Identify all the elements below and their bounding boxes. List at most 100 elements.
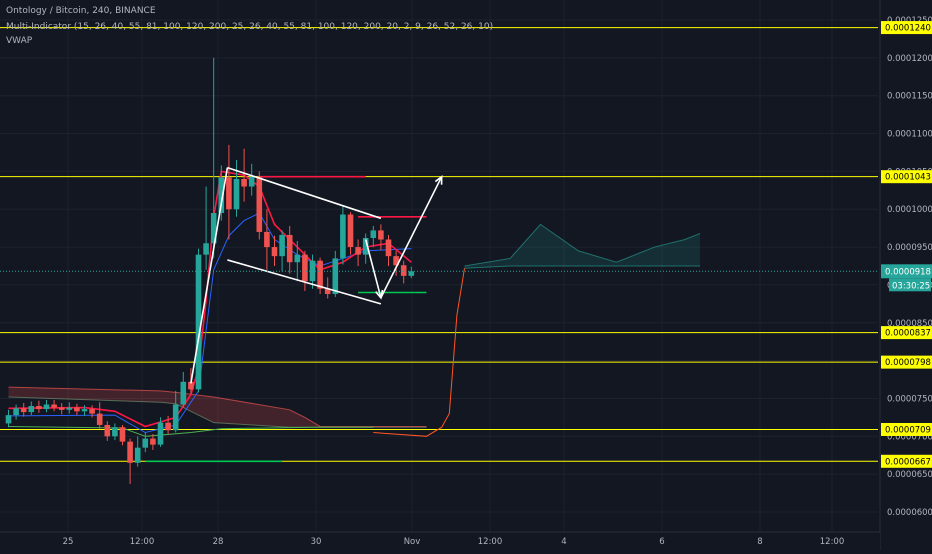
candle-body <box>43 404 50 410</box>
current-price-badge[interactable] <box>881 264 932 279</box>
countdown-badge <box>889 278 931 292</box>
level-price-badge[interactable] <box>881 355 932 369</box>
price-tick-label: 0.0000700 <box>887 432 932 442</box>
candle-body <box>248 176 255 187</box>
candle-body <box>294 254 301 263</box>
candle-body <box>256 176 263 232</box>
time-tick-label: 8 <box>757 537 762 547</box>
price-tick-label: 0.0000850 <box>887 319 932 329</box>
level-price-badge[interactable] <box>881 170 932 184</box>
time-axis-background <box>0 532 880 550</box>
impulse-trend-line[interactable] <box>190 167 229 384</box>
candle-body <box>180 381 187 405</box>
candle-body <box>347 214 354 248</box>
cloud-bullish <box>464 224 701 269</box>
candle-body <box>5 415 12 424</box>
price-tick-label: 0.0001250 <box>887 16 932 26</box>
time-tick-label: 12:00 <box>478 537 503 547</box>
candle-body <box>150 438 156 445</box>
arrow-head-up[interactable] <box>434 175 443 185</box>
candle-body <box>233 178 240 210</box>
time-tick-label: 25 <box>63 537 74 547</box>
candle-body <box>20 408 27 413</box>
symbol-legend[interactable]: Ontology / Bitcoin, 240, BINANCE <box>6 6 156 16</box>
price-axis[interactable]: 0.0001250 0.0001200 0.0001150 0.0001100 0.00… <box>879 0 932 550</box>
price-tick-label: 0.0001000 <box>887 205 932 215</box>
time-tick-label: 30 <box>311 537 322 547</box>
channel-lower-line[interactable] <box>227 259 382 305</box>
candle-body <box>218 177 225 214</box>
level-price-badge[interactable] <box>881 422 932 436</box>
candle-body <box>264 231 270 248</box>
lagging-span-line <box>373 268 465 437</box>
vwap-legend[interactable]: VWAP <box>6 36 33 46</box>
candle-body <box>203 243 209 255</box>
candle-body <box>142 438 149 448</box>
candle-body <box>134 447 141 463</box>
candle-body <box>127 441 133 463</box>
candle-body <box>89 409 95 414</box>
level-price-badge[interactable] <box>881 21 932 35</box>
candle-body <box>74 407 80 412</box>
level-price-label: 0.0001240 <box>885 24 931 34</box>
level-price-label: 0.0000709 <box>885 425 931 435</box>
candle-body <box>332 258 339 295</box>
arrow-head-down[interactable] <box>375 289 384 300</box>
candle-body <box>355 247 361 255</box>
candle-body <box>362 237 369 255</box>
candle-body <box>81 409 88 412</box>
candle-body <box>302 254 308 282</box>
time-tick-label: 28 <box>213 537 224 547</box>
candle-body <box>408 271 415 276</box>
candle-body <box>378 230 384 240</box>
arrow-down-leg[interactable] <box>364 239 382 298</box>
candle-body <box>226 177 232 210</box>
candle-body <box>112 427 118 437</box>
candle-body <box>58 407 65 410</box>
candle-body <box>104 424 111 437</box>
candle-body <box>370 230 377 238</box>
candle-body <box>165 422 171 431</box>
time-tick-label: 12:00 <box>820 537 845 547</box>
candle-body <box>172 404 179 431</box>
channel-upper-line[interactable] <box>227 166 382 220</box>
price-tick-label: 0.0000950 <box>887 243 932 253</box>
level-price-badge[interactable] <box>881 454 932 468</box>
cloud-bearish-span-a <box>8 386 427 427</box>
candle-body <box>279 234 285 257</box>
candle-body <box>28 406 35 413</box>
candle-body <box>317 260 323 289</box>
candle-body <box>340 214 346 259</box>
candle-body <box>271 247 278 257</box>
countdown-label: 03:30:25 <box>892 281 930 291</box>
cloud-bullish-span-b <box>464 265 701 269</box>
trend-drawings[interactable] <box>190 166 443 384</box>
candle-body <box>286 234 293 263</box>
current-price-label: 0.0000918 <box>885 267 931 277</box>
candle-body <box>36 406 42 410</box>
price-tick-label: 0.0001150 <box>887 92 932 102</box>
candle-body <box>51 404 57 408</box>
level-price-label: 0.0000667 <box>885 457 931 467</box>
horizontal-levels[interactable] <box>0 27 878 462</box>
price-tick-label: 0.0001100 <box>887 130 932 140</box>
candle-body <box>66 407 73 410</box>
price-tick-label: 0.0001200 <box>887 54 932 64</box>
time-tick-label: Nov <box>404 537 421 547</box>
candle-body <box>119 427 126 442</box>
candle-body <box>241 178 247 187</box>
green-moving-average <box>8 425 374 437</box>
indicator-legend[interactable]: Multi-Indicator (15, 26, 40, 55, 81, 100… <box>6 22 494 32</box>
candle-body <box>96 413 103 425</box>
level-price-badge[interactable] <box>881 326 932 340</box>
candle-body <box>188 381 194 390</box>
price-tick-label: 0.0000750 <box>887 394 932 404</box>
candle-body <box>195 254 202 390</box>
time-tick-label: 6 <box>659 537 664 547</box>
time-axis[interactable]: 25 12:00 28 30 Nov 12:00 4 6 8 12:00 <box>0 531 880 550</box>
cloud-bullish-span-a <box>464 223 701 267</box>
arrow-up-leg[interactable] <box>380 176 443 299</box>
price-tick-label: 0.0000650 <box>887 470 932 480</box>
